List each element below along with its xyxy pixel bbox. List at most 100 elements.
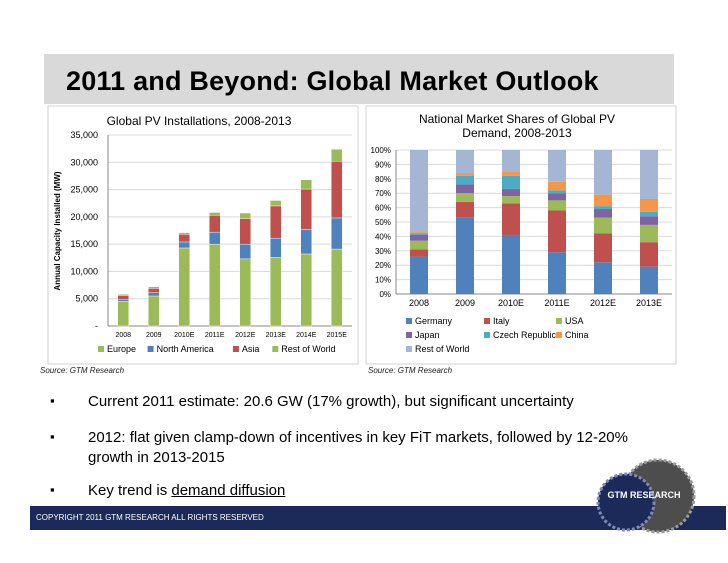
left-xtick-label: 2013E xyxy=(266,332,287,339)
left-ytick-label: 25,000 xyxy=(70,185,98,195)
right-bar-czech-republic xyxy=(594,206,612,210)
right-legend-label: Rest of World xyxy=(415,344,469,354)
left-y-axis-label: Annual Capacity Installed (MW) xyxy=(53,171,62,290)
left-legend-label: Rest of World xyxy=(281,344,335,354)
right-bar-china xyxy=(548,181,566,191)
left-xtick-label: 2015E xyxy=(327,332,348,339)
left-xtick-label: 2011E xyxy=(205,332,225,339)
bullet-mark-2: ▪ xyxy=(50,429,55,444)
right-bar-china xyxy=(640,198,658,212)
right-bar-germany xyxy=(548,252,566,294)
right-bar-italy xyxy=(502,203,520,235)
right-ytick-label: 10% xyxy=(375,276,391,285)
right-bar-czech-republic xyxy=(410,233,428,235)
left-bar-asia xyxy=(209,215,221,233)
right-bar-japan xyxy=(640,216,658,225)
left-bar-rest-of-world xyxy=(239,212,251,219)
charts-canvas: Global PV Installations, 2008-2013 - 5,000… xyxy=(47,105,677,365)
right-bar-italy xyxy=(640,242,658,267)
right-xtick-label: 2008 xyxy=(409,298,429,308)
left-legend-swatch xyxy=(232,346,239,352)
right-xtick-label: 2013E xyxy=(636,298,662,308)
right-legend-swatch xyxy=(556,318,562,324)
left-xtick-label: 2009 xyxy=(146,332,162,339)
right-legend-label: Germany xyxy=(415,316,453,326)
gtm-research-logo: GTM RESEARCH xyxy=(596,458,696,534)
left-bar-asia xyxy=(270,205,282,239)
footer-copyright: COPYRIGHT 2011 GTM RESEARCH ALL RIGHTS R… xyxy=(36,513,264,522)
right-bar-japan xyxy=(410,234,428,241)
right-bar-germany xyxy=(640,266,658,294)
right-legend-swatch xyxy=(484,318,490,324)
right-legend-swatch xyxy=(406,318,412,324)
left-ytick-label: 30,000 xyxy=(70,157,98,167)
right-legend-label: USA xyxy=(565,316,584,326)
left-bar-europe xyxy=(331,248,343,327)
left-bar-north-america xyxy=(270,237,282,258)
left-bar-north-america xyxy=(300,229,312,255)
right-bar-czech-republic xyxy=(502,175,520,189)
bullet-text-3: Key trend is demand diffusion xyxy=(88,481,668,501)
right-bar-japan xyxy=(548,193,566,201)
left-ytick-label: 5,000 xyxy=(75,294,98,304)
bullet-text-2: 2012: flat given clamp-down of incentive… xyxy=(88,429,628,466)
right-bar-usa xyxy=(410,240,428,250)
title-band xyxy=(44,54,674,104)
left-legend-swatch xyxy=(272,346,279,352)
left-bar-north-america xyxy=(148,292,160,297)
right-bar-usa xyxy=(640,224,658,243)
right-ytick-label: 20% xyxy=(375,261,391,270)
right-legend-label: Japan xyxy=(415,330,440,340)
right-bar-rest-of-world xyxy=(410,150,428,233)
right-bar-germany xyxy=(594,262,612,294)
right-chart-title-line1: National Market Shares of Global PV xyxy=(419,112,615,126)
left-chart-title: Global PV Installations, 2008-2013 xyxy=(107,114,292,128)
left-bar-rest-of-world xyxy=(331,148,343,162)
left-bar-north-america xyxy=(117,299,129,302)
right-ytick-label: 60% xyxy=(375,204,391,213)
right-legend-swatch xyxy=(406,332,412,338)
left-bar-north-america xyxy=(331,217,343,250)
right-bar-japan xyxy=(594,209,612,218)
right-xtick-label: 2012E xyxy=(590,298,616,308)
left-bar-europe xyxy=(270,257,282,327)
right-bar-italy xyxy=(594,233,612,263)
right-bar-rest-of-world xyxy=(640,150,658,199)
right-legend-swatch xyxy=(556,332,562,338)
demand-diffusion-link: demand diffusion xyxy=(171,482,286,499)
right-xtick-label: 2011E xyxy=(544,298,569,308)
right-bar-rest-of-world xyxy=(456,150,474,174)
right-bar-japan xyxy=(456,184,474,194)
right-bar-germany xyxy=(410,256,428,294)
left-bar-europe xyxy=(239,258,251,327)
right-bar-rest-of-world xyxy=(594,150,612,195)
right-ytick-label: 70% xyxy=(375,189,391,198)
left-xtick-label: 2014E xyxy=(296,332,317,339)
right-legend-label: China xyxy=(565,330,589,340)
right-bar-czech-republic xyxy=(640,211,658,217)
left-ytick-label: 10,000 xyxy=(70,266,98,276)
right-ytick-label: 30% xyxy=(375,247,391,256)
left-legend-label: Asia xyxy=(242,344,260,354)
right-bar-germany xyxy=(456,217,474,294)
left-bar-asia xyxy=(239,218,251,245)
right-legend-swatch xyxy=(406,346,412,352)
right-bar-italy xyxy=(548,210,566,253)
left-bar-europe xyxy=(178,247,190,327)
right-ytick-label: 90% xyxy=(375,160,391,169)
right-legend-swatch xyxy=(484,332,490,338)
right-xtick-label: 2009 xyxy=(455,298,475,308)
left-bar-rest-of-world xyxy=(300,179,312,190)
left-legend-swatch xyxy=(98,346,104,352)
logo-text: GTM RESEARCH xyxy=(607,490,680,500)
right-bar-china xyxy=(594,194,612,207)
right-ytick-label: 0% xyxy=(379,290,391,299)
bullet-text-1: Current 2011 estimate: 20.6 GW (17% grow… xyxy=(88,393,574,410)
left-bar-europe xyxy=(148,295,160,327)
right-bar-usa xyxy=(456,193,474,202)
right-bar-czech-republic xyxy=(456,175,474,185)
left-bar-europe xyxy=(117,301,129,327)
left-bar-rest-of-world xyxy=(117,294,129,296)
left-ytick-label: 20,000 xyxy=(70,212,98,222)
right-bar-china xyxy=(410,232,428,234)
